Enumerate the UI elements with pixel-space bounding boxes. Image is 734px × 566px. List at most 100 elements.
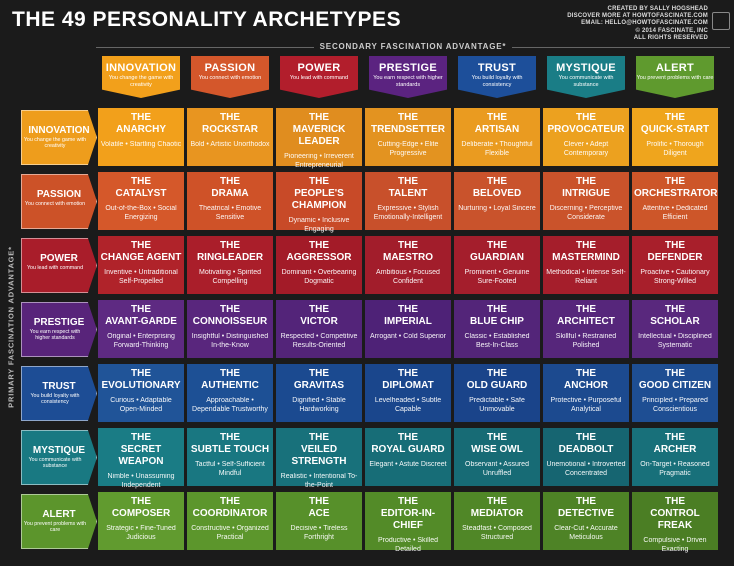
archetype-traits: Attentive • Dedicated Efficient (642, 205, 708, 221)
archetype-traits: Realistic • Intentional To-the-Point (280, 473, 358, 489)
archetype-traits: Volatile • Startling Chaotic (100, 141, 182, 148)
archetype-name: THE OLD GUARD (466, 368, 528, 391)
archetype-cell: THE ANARCHY Volatile • Startling Chaotic (98, 108, 184, 166)
archetype-cell: THE CONTROL FREAK Compulsive • Driven Exac… (632, 492, 718, 553)
archetype-traits: Constructive • Organized Practical (191, 525, 269, 541)
archetype-traits: Cutting-Edge • Elite Progressive (377, 141, 439, 157)
row-header-mystique: MYSTIQUE You communicate with substance (21, 430, 97, 485)
archetype-name: THE BELOVED (472, 176, 522, 199)
archetype-cell: THE DEADBOLT Unemotional • Introverted Con… (543, 428, 629, 486)
archetype-name: THE PROVOCATEUR (547, 112, 625, 135)
archetype-traits: Methodical • Intense Self-Reliant (546, 269, 626, 285)
archetype-cell: THE ARCHITECT Skillful • Restrained Polish… (543, 300, 629, 358)
row-header-desc: You earn respect with higher standards (29, 329, 81, 342)
archetype-name: THE BLUE CHIP (470, 304, 524, 327)
logo-badge-icon (712, 12, 730, 30)
archetype-cell: THE IMPERIAL Arrogant • Cold Superior (365, 300, 451, 358)
archetype-traits: Steadfast • Composed Structured (462, 525, 532, 541)
archetype-name: THE SCHOLAR (650, 304, 700, 327)
archetype-name: THE TRENDSETTER (371, 112, 445, 135)
secondary-axis-text: SECONDARY FASCINATION ADVANTAGE* (313, 42, 513, 51)
archetype-traits: Out-of-the-Box • Social Energizing (105, 205, 177, 221)
column-header-desc: You earn respect with higher standards (373, 75, 443, 88)
archetype-name: THE TALENT (388, 176, 428, 199)
archetype-cell: THE ORCHESTRATOR Attentive • Dedicated Eff… (632, 172, 718, 230)
column-header-name: MYSTIQUE (556, 62, 616, 74)
credit-line: CREATED BY SALLY HOGSHEAD (607, 6, 708, 12)
archetype-name: THE CONNOISSEUR (192, 304, 268, 327)
archetype-cell: THE DEFENDER Proactive • Cautionary Strong… (632, 236, 718, 294)
archetype-name: THE GRAVITAS (293, 368, 345, 391)
archetype-traits: Discerning • Perceptive Considerate (549, 205, 623, 221)
row-header-name: ALERT (42, 509, 76, 520)
archetype-traits: Curious • Adaptable Open-Minded (110, 397, 172, 413)
archetype-cell: THE SCHOLAR Intellectual • Disciplined Sys… (632, 300, 718, 358)
column-header-power: POWER You lead with command (280, 56, 358, 98)
archetype-cell: THE ANCHOR Protective • Purposeful Analyti… (543, 364, 629, 422)
archetype-traits: Protective • Purposeful Analytical (550, 397, 622, 413)
archetype-traits: Levelheaded • Subtle Capable (374, 397, 442, 413)
archetype-cell: THE COORDINATOR Constructive • Organized P… (187, 492, 273, 550)
archetype-cell: THE ROCKSTAR Bold • Artistic Unorthodox (187, 108, 273, 166)
column-header-desc: You build loyalty with consistency (471, 75, 523, 88)
archetype-cell: THE GOOD CITIZEN Principled • Prepared Con… (632, 364, 718, 422)
archetype-traits: Nimble • Unassuming Independent (107, 473, 175, 489)
archetype-traits: Unemotional • Introverted Concentrated (546, 461, 626, 477)
archetype-cell: THE CATALYST Out-of-the-Box • Social Energ… (98, 172, 184, 230)
archetype-traits: Proactive • Cautionary Strong-Willed (640, 269, 710, 285)
archetype-traits: Arrogant • Cold Superior (370, 333, 446, 340)
primary-axis-text: PRIMARY FASCINATION ADVANTAGE* (6, 246, 16, 408)
archetype-traits: Classic • Established Best-In-Class (464, 333, 530, 349)
credit-line: DISCOVER MORE AT HOWTOFASCINATE.COM (567, 13, 708, 20)
archetype-cell: THE VEILED STRENGTH Realistic • Intentiona… (276, 428, 362, 489)
credit-line: EMAIL: HELLO@HOWTOFASCINATE.COM (581, 20, 708, 27)
archetype-cell: THE DRAMA Theatrical • Emotive Sensitive (187, 172, 273, 230)
archetype-name: THE DETECTIVE (557, 496, 615, 519)
primary-axis-label: PRIMARY FASCINATION ADVANTAGE* (5, 92, 17, 562)
column-header-name: INNOVATION (105, 62, 177, 74)
archetype-traits: Deliberate • Thoughtful Flexible (461, 141, 533, 157)
row-header-name: MYSTIQUE (32, 445, 86, 456)
archetype-name: THE MASTERMIND (552, 240, 620, 263)
archetype-cell: THE AUTHENTIC Approachable • Dependable Tr… (187, 364, 273, 422)
archetype-cell: THE MASTERMIND Methodical • Intense Self-R… (543, 236, 629, 294)
archetype-cell: THE COMPOSER Strategic • Fine-Tuned Judici… (98, 492, 184, 550)
column-header-desc: You change the game with creativity (108, 75, 174, 88)
column-header-desc: You lead with command (289, 75, 349, 81)
archetype-name: THE GUARDIAN (470, 240, 524, 263)
column-header-name: ALERT (655, 62, 695, 74)
archetype-traits: Approachable • Dependable Trustworthy (192, 397, 268, 413)
archetype-cell: THE ACE Decisive • Tireless Forthright (276, 492, 362, 550)
archetype-cell: THE BLUE CHIP Classic • Established Best-I… (454, 300, 540, 358)
archetype-cell: THE GRAVITAS Dignified • Stable Hardworkin… (276, 364, 362, 422)
row-header-name: TRUST (42, 381, 76, 392)
archetype-cell: THE TRENDSETTER Cutting-Edge • Elite Progr… (365, 108, 451, 166)
archetype-name: THE ARCHITECT (557, 304, 615, 327)
row-header-name: INNOVATION (28, 125, 90, 136)
archetype-name: THE EVOLUTIONARY (101, 368, 181, 391)
archetype-name: THE MEDIATOR (470, 496, 524, 519)
archetype-traits: Original • Enterprising Forward-Thinking (107, 333, 175, 349)
archetype-cell: THE CHANGE AGENT Inventive • Untraditional… (98, 236, 184, 294)
archetype-name: THE GOOD CITIZEN (638, 368, 712, 391)
archetype-cell: THE EVOLUTIONARY Curious • Adaptable Open-… (98, 364, 184, 422)
archetype-name: THE DIPLOMAT (382, 368, 434, 391)
archetype-traits: Clear-Cut • Accurate Meticulous (554, 525, 618, 541)
archetype-cell: THE SECRET WEAPON Nimble • Unassuming Inde… (98, 428, 184, 489)
archetype-name: THE COMPOSER (111, 496, 171, 519)
column-header-name: PRESTIGE (378, 62, 438, 74)
archetype-name: THE DEADBOLT (558, 432, 614, 455)
row-header-name: PRESTIGE (33, 317, 85, 328)
row-header-prestige: PRESTIGE You earn respect with higher sta… (21, 302, 97, 357)
archetype-traits: Theatrical • Emotive Sensitive (198, 205, 262, 221)
row-header-desc: You build loyalty with consistency (30, 393, 80, 406)
archetype-name: THE ARTISAN (474, 112, 520, 135)
archetype-cell: THE TALENT Expressive • Stylish Emotionall… (365, 172, 451, 230)
row-header-desc: You change the game with creativity (23, 137, 87, 150)
archetype-name: THE INTRIGUE (562, 176, 610, 199)
secondary-axis-label: SECONDARY FASCINATION ADVANTAGE* (96, 42, 730, 51)
archetype-traits: Skillful • Restrained Polished (555, 333, 617, 349)
archetype-traits: Insightful • Distinguished In-the-Know (191, 333, 269, 349)
archetype-traits: Tactful • Self-Sufficient Mindful (195, 461, 265, 477)
archetype-name: THE DEFENDER (647, 240, 703, 263)
